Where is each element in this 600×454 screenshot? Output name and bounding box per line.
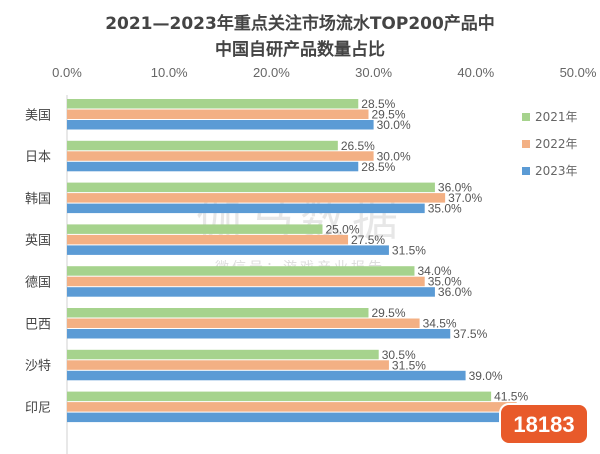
category-label: 德国 bbox=[25, 275, 51, 290]
logo-badge bbox=[499, 403, 589, 445]
data-label: 39.0% bbox=[469, 369, 503, 383]
logo-text: 18183 bbox=[513, 412, 574, 437]
bar-2023年-日本 bbox=[67, 161, 359, 172]
bar-2023年-德国 bbox=[67, 287, 435, 297]
chart-subtitle: 中国自研产品数量占比 bbox=[215, 40, 385, 60]
data-label: 36.0% bbox=[438, 181, 472, 195]
bar-2022年-沙特 bbox=[67, 360, 389, 370]
data-label: 35.0% bbox=[428, 202, 462, 216]
x-tick-label: 20.0% bbox=[253, 65, 290, 80]
bar-2022年-德国 bbox=[67, 276, 425, 287]
bar-2022年-韩国 bbox=[67, 193, 446, 203]
bar-2021年-德国 bbox=[67, 266, 415, 276]
legend-label: 2022年 bbox=[535, 137, 578, 151]
bar-2021年-日本 bbox=[67, 140, 338, 151]
data-label: 34.0% bbox=[417, 264, 451, 278]
bar-2023年-美国 bbox=[67, 120, 374, 130]
bar-2021年-英国 bbox=[67, 224, 323, 234]
data-label: 36.0% bbox=[438, 285, 472, 299]
bar-2022年-巴西 bbox=[67, 318, 420, 328]
category-label: 沙特 bbox=[25, 359, 51, 374]
bar-2021年-印尼 bbox=[67, 391, 492, 402]
category-label: 韩国 bbox=[25, 192, 51, 207]
legend-swatch-2023年 bbox=[522, 167, 530, 175]
bar-2022年-日本 bbox=[67, 151, 374, 161]
legend-label: 2023年 bbox=[535, 164, 578, 178]
category-label: 巴西 bbox=[25, 317, 51, 332]
data-label: 26.5% bbox=[341, 139, 375, 153]
data-label: 41.5% bbox=[494, 390, 528, 404]
data-label: 28.5% bbox=[361, 97, 395, 111]
bar-2021年-沙特 bbox=[67, 349, 379, 360]
bar-2022年-印尼 bbox=[67, 402, 517, 412]
legend-swatch-2022年 bbox=[522, 140, 530, 148]
data-label: 31.5% bbox=[392, 358, 426, 372]
data-label: 31.5% bbox=[392, 243, 426, 257]
x-tick-label: 30.0% bbox=[355, 65, 392, 80]
bar-2022年-英国 bbox=[67, 234, 349, 245]
data-label: 28.5% bbox=[361, 160, 395, 174]
legend-label: 2021年 bbox=[535, 110, 578, 124]
x-tick-label: 0.0% bbox=[52, 65, 82, 80]
data-label: 35.0% bbox=[428, 275, 462, 289]
x-tick-label: 10.0% bbox=[151, 65, 188, 80]
bar-2023年-巴西 bbox=[67, 329, 451, 339]
category-label: 日本 bbox=[25, 150, 51, 165]
bar-2021年-韩国 bbox=[67, 182, 435, 193]
data-label: 27.5% bbox=[351, 233, 385, 247]
chart-title: 2021—2023年重点关注市场流水TOP200产品中 bbox=[105, 14, 495, 34]
bar-2023年-沙特 bbox=[67, 370, 466, 381]
data-label: 29.5% bbox=[371, 306, 405, 320]
bar-2022年-美国 bbox=[67, 109, 369, 119]
bar-2021年-美国 bbox=[67, 99, 359, 109]
bar-2023年-英国 bbox=[67, 245, 389, 255]
bar-2023年-印尼 bbox=[67, 412, 527, 423]
category-label: 印尼 bbox=[25, 401, 51, 416]
data-label: 29.5% bbox=[371, 108, 405, 122]
data-label: 25.0% bbox=[326, 222, 360, 236]
legend-swatch-2021年 bbox=[522, 113, 530, 121]
data-label: 34.5% bbox=[423, 317, 457, 331]
data-label: 30.0% bbox=[377, 118, 411, 132]
bar-2021年-巴西 bbox=[67, 308, 369, 318]
x-tick-label: 40.0% bbox=[457, 65, 494, 80]
data-label: 37.0% bbox=[448, 191, 482, 205]
data-label: 30.0% bbox=[377, 149, 411, 163]
category-label: 美国 bbox=[25, 108, 51, 123]
bar-2023年-韩国 bbox=[67, 203, 425, 214]
category-label: 英国 bbox=[25, 234, 51, 249]
data-label: 30.5% bbox=[382, 348, 416, 362]
data-label: 37.5% bbox=[453, 327, 487, 341]
x-tick-label: 50.0% bbox=[560, 65, 597, 80]
